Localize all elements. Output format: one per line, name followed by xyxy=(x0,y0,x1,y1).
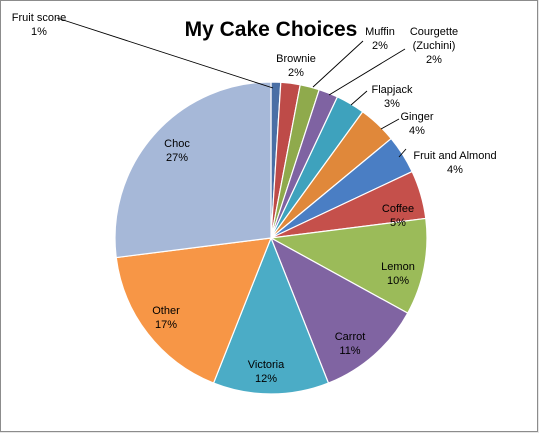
leader-line xyxy=(328,48,406,96)
leader-line xyxy=(398,148,407,158)
slice-label: Fruit scone 1% xyxy=(12,12,66,38)
leader-line xyxy=(312,40,364,88)
slice-label: Fruit and Almond 4% xyxy=(413,150,496,176)
slice-label: Muffin 2% xyxy=(365,26,395,52)
pie-slice-lemon xyxy=(269,217,428,314)
chart-title: My Cake Choices xyxy=(185,18,358,41)
slice-label: Brownie 2% xyxy=(276,53,316,79)
slice-label: Courgette (Zuchini) 2% xyxy=(410,26,458,66)
slice-label: Carrot 11% xyxy=(335,331,366,357)
slice-label: Lemon 10% xyxy=(381,261,415,287)
slice-label: Ginger 4% xyxy=(400,111,433,137)
slice-label: Victoria 12% xyxy=(248,359,285,385)
pie-slice-other xyxy=(115,237,272,384)
slice-label: Other 17% xyxy=(152,305,180,331)
slice-label: Flapjack 3% xyxy=(372,84,413,110)
pie-slice-victoria xyxy=(212,236,330,395)
pie-slice-carrot xyxy=(269,236,409,384)
slice-label: Coffee 5% xyxy=(382,203,414,229)
leader-line xyxy=(56,17,274,89)
leader-line xyxy=(380,118,400,130)
pie-slice-choc xyxy=(114,81,272,259)
leader-line xyxy=(350,90,368,106)
slice-label: Choc 27% xyxy=(164,138,190,164)
